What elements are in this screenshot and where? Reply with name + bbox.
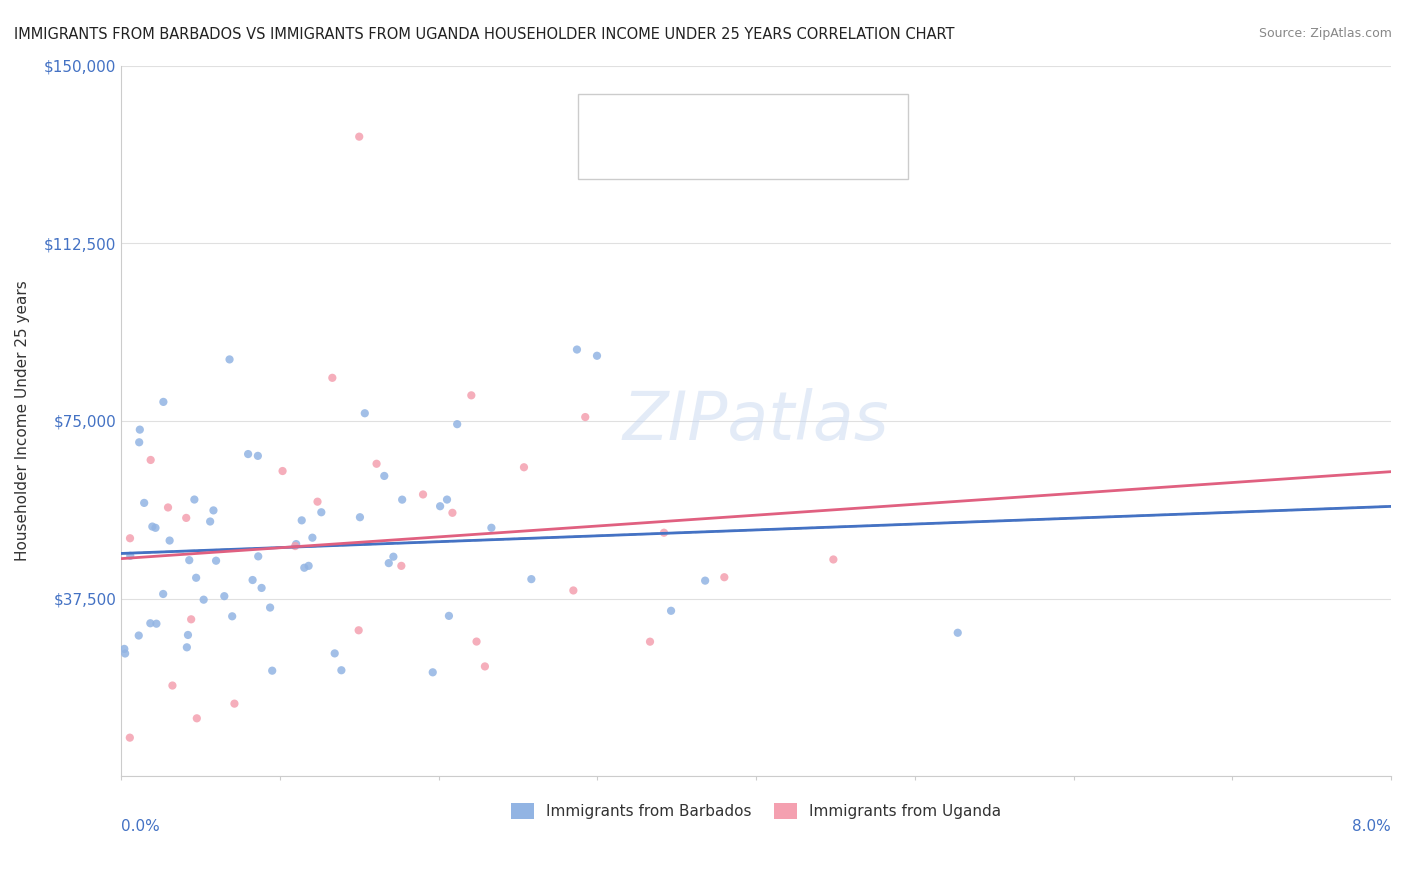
Point — [378, 556, 401, 570]
Point — [520, 572, 543, 586]
Point — [112, 641, 135, 656]
Point — [247, 549, 270, 564]
Text: ZIPatlas: ZIPatlas — [623, 388, 890, 454]
Point — [128, 423, 150, 437]
Point — [422, 665, 444, 680]
Point — [412, 487, 434, 501]
Point — [330, 663, 353, 677]
Bar — [578, 94, 908, 179]
Point — [259, 600, 281, 615]
Point — [382, 549, 405, 564]
Point — [152, 587, 174, 601]
Point — [162, 679, 184, 693]
Point — [586, 349, 609, 363]
Point — [120, 549, 142, 563]
Point — [193, 592, 215, 607]
Point — [479, 521, 502, 535]
Text: IMMIGRANTS FROM BARBADOS VS IMMIGRANTS FROM UGANDA HOUSEHOLDER INCOME UNDER 25 Y: IMMIGRANTS FROM BARBADOS VS IMMIGRANTS F… — [14, 27, 955, 42]
Point — [152, 395, 174, 409]
Point — [285, 537, 308, 551]
Point — [347, 129, 370, 144]
Point — [139, 616, 162, 631]
Point — [347, 624, 370, 638]
Point — [441, 506, 464, 520]
Point — [574, 410, 596, 425]
Point — [513, 460, 536, 475]
Text: 8.0%: 8.0% — [1353, 819, 1391, 834]
Point — [184, 571, 207, 585]
Point — [242, 573, 264, 587]
Point — [297, 558, 319, 573]
Point — [946, 625, 969, 640]
Point — [311, 505, 333, 519]
Point — [695, 574, 717, 588]
Point — [202, 503, 225, 517]
Point — [179, 553, 201, 567]
Point — [373, 469, 395, 483]
Point — [145, 616, 167, 631]
Point — [128, 435, 150, 450]
Point — [565, 343, 588, 357]
Point — [366, 457, 388, 471]
Point — [139, 453, 162, 467]
Point — [250, 581, 273, 595]
Y-axis label: Householder Income Under 25 years: Householder Income Under 25 years — [15, 280, 30, 561]
Point — [465, 634, 488, 648]
Point — [118, 531, 141, 545]
Point — [391, 492, 413, 507]
Point — [307, 494, 329, 508]
Text: Source: ZipAtlas.com: Source: ZipAtlas.com — [1258, 27, 1392, 40]
Point — [205, 554, 228, 568]
Point — [186, 711, 208, 725]
Point — [323, 647, 346, 661]
Point — [460, 388, 482, 402]
Point — [159, 533, 181, 548]
Point — [292, 560, 315, 574]
Point — [389, 558, 412, 573]
Point — [114, 647, 136, 661]
Point — [157, 500, 180, 515]
Point — [429, 500, 451, 514]
Point — [145, 521, 167, 535]
Point — [180, 612, 202, 626]
Point — [284, 539, 307, 553]
Point — [446, 417, 468, 432]
Point — [474, 659, 496, 673]
Point — [652, 525, 675, 540]
Point — [349, 510, 371, 524]
Point — [262, 664, 284, 678]
Point — [659, 604, 682, 618]
Point — [823, 552, 845, 566]
Point — [291, 513, 314, 527]
Point — [174, 511, 197, 525]
Point — [321, 371, 343, 385]
Text: 0.0%: 0.0% — [121, 819, 160, 834]
Point — [271, 464, 294, 478]
Point — [118, 731, 141, 745]
Point — [183, 492, 205, 507]
Point — [128, 628, 150, 642]
Point — [301, 531, 323, 545]
Point — [562, 583, 585, 598]
Point — [236, 447, 259, 461]
Point — [221, 609, 243, 624]
Point — [437, 608, 460, 623]
Point — [224, 697, 246, 711]
Point — [176, 640, 198, 655]
Point — [134, 496, 156, 510]
Point — [246, 449, 269, 463]
Point — [218, 352, 240, 367]
Point — [214, 589, 236, 603]
Point — [436, 492, 458, 507]
Point — [713, 570, 735, 584]
Point — [177, 628, 200, 642]
Point — [353, 406, 375, 420]
Legend: Immigrants from Barbados, Immigrants from Uganda: Immigrants from Barbados, Immigrants fro… — [505, 797, 1008, 825]
Point — [638, 634, 661, 648]
Point — [198, 515, 221, 529]
Point — [141, 519, 163, 533]
